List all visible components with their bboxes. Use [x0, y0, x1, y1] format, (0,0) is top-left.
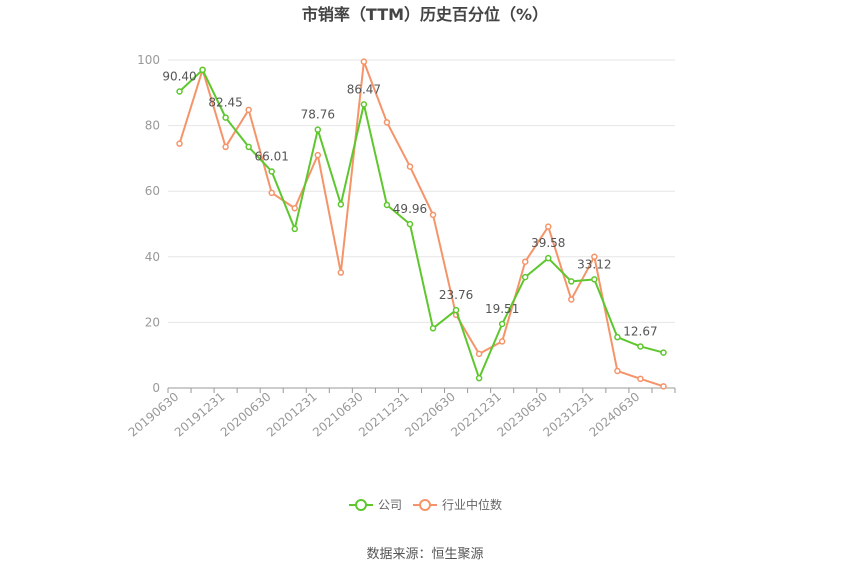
data-point-industry-median[interactable] [637, 375, 644, 383]
data-point-company[interactable] [291, 225, 298, 233]
data-point-industry-median[interactable] [545, 223, 552, 230]
y-tick-label: 40 [145, 250, 160, 264]
x-tick-label: 20210630 [310, 390, 366, 440]
data-point-industry-median[interactable] [406, 163, 414, 170]
data-label: 39.58 [531, 236, 565, 250]
x-axis: 2019063020191231202006302020123120210630… [126, 387, 676, 440]
x-tick-label: 20240630 [587, 390, 643, 440]
y-tick-label: 60 [145, 184, 160, 198]
legend-item-industry-median[interactable]: 行业中位数 [413, 497, 502, 512]
data-point-industry-median[interactable] [268, 189, 275, 197]
data-point-company[interactable] [222, 114, 229, 121]
data-point-company[interactable] [268, 168, 275, 175]
data-label: 33.12 [577, 257, 611, 271]
data-point-company[interactable] [429, 325, 437, 332]
data-point-company[interactable] [545, 254, 552, 262]
legend-label-industry-median: 行业中位数 [442, 497, 502, 512]
data-point-company[interactable] [406, 220, 414, 228]
series-group [176, 58, 667, 390]
x-tick-label: 20231231 [540, 390, 596, 440]
x-tick-label: 20220630 [402, 390, 458, 440]
data-point-industry-median[interactable] [176, 140, 183, 147]
data-point-company[interactable] [475, 374, 483, 382]
data-point-industry-median[interactable] [222, 143, 229, 151]
data-label: 12.67 [623, 324, 657, 338]
data-point-company[interactable] [568, 278, 575, 285]
data-point-company[interactable] [176, 88, 183, 95]
data-point-industry-median[interactable] [521, 258, 529, 265]
data-point-industry-median[interactable] [614, 367, 621, 375]
data-point-industry-median[interactable] [314, 151, 322, 159]
x-tick-label: 20221231 [448, 390, 504, 440]
source-note: 数据来源：恒生聚源 [366, 547, 483, 562]
data-labels: 90.40 82.45 66.01 78.76 86.47 49.96 23.76 19.51… [162, 69, 657, 338]
data-point-company[interactable] [383, 201, 391, 209]
x-tick-label: 20200630 [218, 390, 274, 440]
data-label: 49.96 [393, 202, 427, 216]
data-point-industry-median[interactable] [498, 338, 506, 345]
series-line-industry-median [178, 60, 664, 388]
y-tick-label: 100 [137, 53, 160, 67]
x-tick-label: 20230630 [494, 390, 550, 440]
data-label: 19.51 [485, 302, 519, 316]
data-point-industry-median[interactable] [568, 296, 575, 303]
y-tick-label: 0 [152, 381, 160, 395]
data-point-industry-median[interactable] [591, 253, 598, 261]
data-point-company[interactable] [521, 273, 529, 281]
x-tick-label: 20190630 [126, 390, 182, 440]
data-point-company[interactable] [245, 143, 252, 151]
data-point-industry-median[interactable] [337, 269, 345, 276]
data-point-company[interactable] [498, 320, 506, 328]
data-point-industry-median[interactable] [245, 106, 252, 114]
x-tick-label: 20191231 [172, 390, 228, 440]
data-label: 66.01 [255, 149, 289, 163]
data-point-company[interactable] [314, 126, 322, 133]
chart-title: 市销率（TTM）历史百分位（%） [302, 5, 548, 24]
legend-item-company[interactable]: 公司 [349, 498, 402, 512]
data-point-industry-median[interactable] [660, 383, 667, 390]
x-tick-label: 20211231 [356, 390, 412, 440]
data-label: 82.45 [208, 96, 242, 110]
data-point-company[interactable] [660, 349, 667, 356]
series-line-company [178, 68, 664, 380]
legend-label-company: 公司 [378, 498, 402, 512]
data-label: 86.47 [347, 82, 381, 96]
data-point-company[interactable] [199, 66, 206, 74]
data-point-industry-median[interactable] [383, 119, 391, 126]
y-tick-label: 20 [145, 315, 160, 329]
data-point-industry-median[interactable] [291, 205, 298, 212]
data-label: 90.40 [162, 69, 196, 83]
data-point-company[interactable] [637, 343, 644, 350]
data-point-industry-median[interactable] [429, 211, 437, 219]
data-point-company[interactable] [591, 276, 598, 283]
data-point-company[interactable] [452, 306, 460, 314]
data-point-company[interactable] [360, 101, 368, 108]
y-tick-label: 80 [145, 119, 160, 133]
legend: 公司 行业中位数 [349, 497, 502, 512]
data-point-industry-median[interactable] [360, 58, 368, 65]
data-point-company[interactable] [337, 201, 345, 208]
x-tick-label: 20201231 [264, 390, 320, 440]
data-label: 78.76 [301, 108, 335, 122]
data-label: 23.76 [439, 288, 473, 302]
data-point-industry-median[interactable] [475, 350, 483, 358]
y-axis: 0 20 40 60 80 100 [137, 53, 160, 395]
data-point-company[interactable] [614, 333, 621, 341]
